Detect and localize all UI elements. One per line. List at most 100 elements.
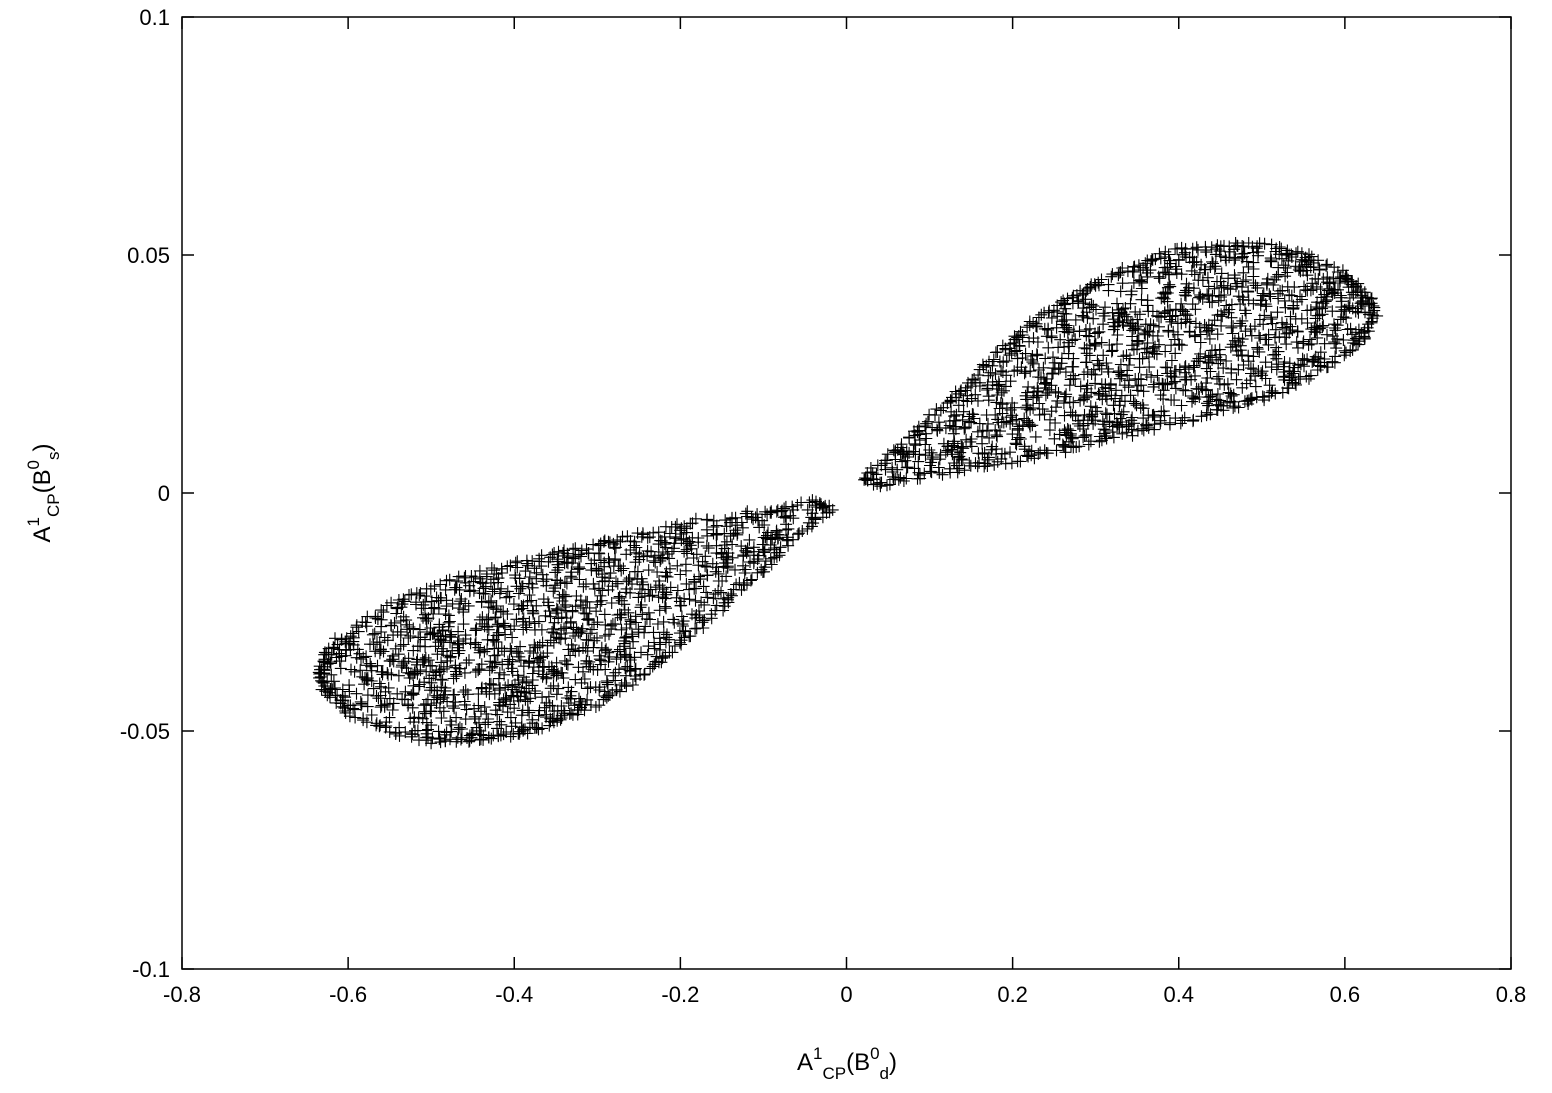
data-point [1077, 414, 1090, 427]
data-point [887, 470, 900, 483]
data-point [614, 535, 627, 548]
data-point [522, 559, 534, 572]
data-point [485, 661, 498, 674]
data-point [1165, 339, 1178, 352]
data-point [391, 687, 404, 700]
data-point [564, 649, 577, 662]
data-point [590, 605, 603, 618]
data-point [477, 729, 490, 742]
data-point [933, 421, 946, 434]
data-point [1153, 320, 1165, 333]
data-point [1358, 325, 1371, 338]
data-point [649, 655, 662, 668]
data-point [991, 413, 1004, 426]
data-point [395, 625, 407, 638]
data-point [998, 384, 1010, 397]
data-point [931, 424, 944, 437]
data-point [352, 625, 365, 638]
data-point [1147, 408, 1160, 421]
data-point [1169, 347, 1182, 360]
data-point [585, 623, 598, 636]
data-point [620, 548, 633, 561]
y-label-base: A [29, 527, 56, 543]
data-point [506, 631, 519, 644]
data-point [357, 714, 370, 727]
data-point [1249, 279, 1262, 292]
data-point [420, 665, 433, 678]
data-point [701, 513, 714, 526]
data-point [953, 462, 966, 475]
data-point [459, 684, 472, 697]
data-point [1164, 280, 1177, 293]
data-point [1303, 372, 1315, 385]
data-point [623, 664, 636, 677]
data-point [622, 574, 635, 586]
data-point [574, 627, 587, 640]
data-point [547, 585, 560, 598]
data-point [701, 569, 714, 582]
data-point [759, 505, 772, 518]
data-point [367, 682, 380, 695]
data-point [1155, 405, 1168, 418]
data-point [1231, 277, 1244, 290]
data-point [1016, 352, 1029, 364]
data-point [452, 723, 465, 736]
data-point [886, 466, 899, 478]
data-point [924, 459, 936, 472]
data-point [1037, 373, 1050, 385]
data-point [972, 394, 984, 407]
data-point [547, 622, 560, 635]
data-point [764, 539, 777, 551]
data-point [1039, 378, 1051, 391]
data-point [413, 589, 426, 601]
data-point [605, 619, 618, 632]
data-point [1135, 275, 1148, 288]
data-point [372, 692, 385, 705]
data-point [987, 353, 1000, 366]
data-point [517, 612, 530, 625]
data-point [1063, 323, 1076, 336]
data-point [690, 548, 703, 561]
data-point [420, 590, 433, 603]
data-point [950, 459, 963, 472]
data-point [1113, 372, 1126, 385]
data-point [726, 551, 739, 564]
data-point [689, 594, 702, 607]
data-point [536, 636, 549, 649]
data-point [1035, 308, 1048, 321]
data-point [393, 721, 406, 734]
data-point [417, 598, 430, 611]
data-point [526, 604, 539, 617]
data-point [1058, 409, 1071, 422]
data-point [383, 711, 396, 724]
data-point [1041, 386, 1054, 399]
data-point [652, 549, 665, 562]
data-point [1174, 417, 1187, 430]
data-point [336, 683, 349, 696]
data-point [416, 653, 429, 666]
data-point [753, 521, 766, 534]
data-point [1169, 412, 1182, 425]
data-point [637, 528, 650, 541]
data-point [1298, 360, 1310, 373]
data-point [414, 587, 427, 600]
data-point [1266, 384, 1279, 397]
data-point [646, 589, 659, 602]
data-point [602, 535, 615, 548]
data-point [503, 653, 516, 666]
data-point [1050, 401, 1062, 414]
data-point [1219, 251, 1232, 264]
data-point [460, 703, 473, 716]
data-point [1016, 331, 1029, 344]
data-point [674, 524, 687, 537]
data-point [889, 453, 902, 466]
data-point [350, 687, 363, 700]
data-point [954, 446, 967, 459]
data-point [1220, 355, 1233, 367]
data-point [1229, 272, 1241, 285]
data-point [599, 690, 612, 703]
data-point [634, 601, 647, 614]
data-point [1239, 274, 1252, 286]
data-point [1005, 347, 1018, 360]
data-point [369, 610, 382, 623]
